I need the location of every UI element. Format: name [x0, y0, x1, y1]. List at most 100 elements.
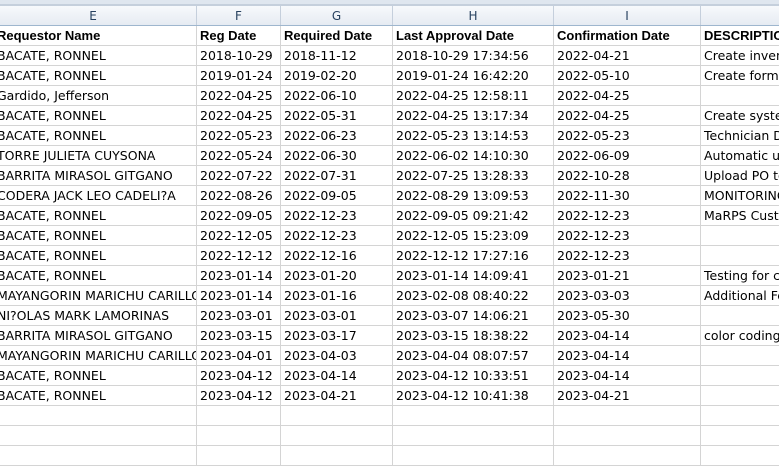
confirmation-date-cell[interactable]: 2022-06-09: [554, 146, 701, 166]
required-date-cell[interactable]: [281, 426, 393, 446]
description-cell[interactable]: Upload PO to: [701, 166, 779, 186]
header-description[interactable]: DESCRIPTION: [701, 26, 779, 46]
requestor-name-cell[interactable]: BACATE, RONNEL: [0, 366, 197, 386]
confirmation-date-cell[interactable]: 2023-01-21: [554, 266, 701, 286]
description-cell[interactable]: [701, 386, 779, 406]
confirmation-date-cell[interactable]: [554, 426, 701, 446]
required-date-cell[interactable]: 2022-09-05: [281, 186, 393, 206]
description-cell[interactable]: Automatic u: [701, 146, 779, 166]
description-cell[interactable]: [701, 406, 779, 426]
column-header-e[interactable]: E: [0, 6, 197, 25]
reg-date-cell[interactable]: 2022-04-25: [197, 106, 281, 126]
last-approval-date-cell[interactable]: 2018-10-29 17:34:56: [393, 46, 554, 66]
required-date-cell[interactable]: 2022-05-31: [281, 106, 393, 126]
column-header-i[interactable]: I: [554, 6, 701, 25]
reg-date-cell[interactable]: 2022-07-22: [197, 166, 281, 186]
required-date-cell[interactable]: 2018-11-12: [281, 46, 393, 66]
last-approval-date-cell[interactable]: 2022-07-25 13:28:33: [393, 166, 554, 186]
last-approval-date-cell[interactable]: 2023-02-08 08:40:22: [393, 286, 554, 306]
description-cell[interactable]: Create inventory: [701, 46, 779, 66]
confirmation-date-cell[interactable]: 2023-04-14: [554, 366, 701, 386]
column-header-f[interactable]: F: [197, 6, 281, 25]
description-cell[interactable]: color coding: [701, 326, 779, 346]
description-cell[interactable]: Additional Fe: [701, 286, 779, 306]
requestor-name-cell[interactable]: [0, 446, 197, 466]
required-date-cell[interactable]: [281, 446, 393, 466]
description-cell[interactable]: [701, 366, 779, 386]
last-approval-date-cell[interactable]: 2022-04-25 13:17:34: [393, 106, 554, 126]
reg-date-cell[interactable]: 2023-04-12: [197, 366, 281, 386]
reg-date-cell[interactable]: 2022-05-24: [197, 146, 281, 166]
requestor-name-cell[interactable]: MAYANGORIN MARICHU CARILLO: [0, 346, 197, 366]
required-date-cell[interactable]: 2022-06-30: [281, 146, 393, 166]
required-date-cell[interactable]: 2023-03-01: [281, 306, 393, 326]
reg-date-cell[interactable]: 2022-12-05: [197, 226, 281, 246]
last-approval-date-cell[interactable]: [393, 446, 554, 466]
requestor-name-cell[interactable]: BACATE, RONNEL: [0, 126, 197, 146]
confirmation-date-cell[interactable]: 2023-04-21: [554, 386, 701, 406]
description-cell[interactable]: [701, 346, 779, 366]
reg-date-cell[interactable]: 2022-05-23: [197, 126, 281, 146]
requestor-name-cell[interactable]: BARRITA MIRASOL GITGANO: [0, 326, 197, 346]
last-approval-date-cell[interactable]: 2023-04-12 10:41:38: [393, 386, 554, 406]
reg-date-cell[interactable]: 2023-04-01: [197, 346, 281, 366]
header-requestor-name[interactable]: Requestor Name: [0, 26, 197, 46]
reg-date-cell[interactable]: 2022-08-26: [197, 186, 281, 206]
reg-date-cell[interactable]: 2023-01-14: [197, 266, 281, 286]
requestor-name-cell[interactable]: BACATE, RONNEL: [0, 386, 197, 406]
column-header-g[interactable]: G: [281, 6, 393, 25]
required-date-cell[interactable]: 2022-12-23: [281, 206, 393, 226]
last-approval-date-cell[interactable]: 2022-05-23 13:14:53: [393, 126, 554, 146]
confirmation-date-cell[interactable]: [554, 406, 701, 426]
requestor-name-cell[interactable]: NI?OLAS MARK LAMORINAS: [0, 306, 197, 326]
required-date-cell[interactable]: 2023-04-14: [281, 366, 393, 386]
reg-date-cell[interactable]: 2023-01-14: [197, 286, 281, 306]
reg-date-cell[interactable]: 2022-09-05: [197, 206, 281, 226]
last-approval-date-cell[interactable]: 2022-08-29 13:09:53: [393, 186, 554, 206]
requestor-name-cell[interactable]: BACATE, RONNEL: [0, 206, 197, 226]
required-date-cell[interactable]: 2023-01-16: [281, 286, 393, 306]
reg-date-cell[interactable]: 2022-12-12: [197, 246, 281, 266]
last-approval-date-cell[interactable]: [393, 406, 554, 426]
confirmation-date-cell[interactable]: 2022-12-23: [554, 226, 701, 246]
confirmation-date-cell[interactable]: 2023-04-14: [554, 326, 701, 346]
requestor-name-cell[interactable]: [0, 406, 197, 426]
reg-date-cell[interactable]: 2023-03-15: [197, 326, 281, 346]
required-date-cell[interactable]: 2023-03-17: [281, 326, 393, 346]
reg-date-cell[interactable]: 2023-03-01: [197, 306, 281, 326]
requestor-name-cell[interactable]: BACATE, RONNEL: [0, 46, 197, 66]
description-cell[interactable]: MaRPS Custo: [701, 206, 779, 226]
reg-date-cell[interactable]: 2023-04-12: [197, 386, 281, 406]
required-date-cell[interactable]: 2022-06-23: [281, 126, 393, 146]
last-approval-date-cell[interactable]: 2023-04-12 10:33:51: [393, 366, 554, 386]
requestor-name-cell[interactable]: BARRITA MIRASOL GITGANO: [0, 166, 197, 186]
required-date-cell[interactable]: 2022-06-10: [281, 86, 393, 106]
header-last-approval-date[interactable]: Last Approval Date: [393, 26, 554, 46]
reg-date-cell[interactable]: [197, 406, 281, 426]
description-cell[interactable]: Create system: [701, 106, 779, 126]
reg-date-cell[interactable]: [197, 426, 281, 446]
description-cell[interactable]: [701, 446, 779, 466]
description-cell[interactable]: Technician D: [701, 126, 779, 146]
description-cell[interactable]: [701, 226, 779, 246]
requestor-name-cell[interactable]: [0, 426, 197, 446]
column-header-j[interactable]: [701, 6, 779, 25]
requestor-name-cell[interactable]: BACATE, RONNEL: [0, 106, 197, 126]
requestor-name-cell[interactable]: BACATE, RONNEL: [0, 66, 197, 86]
last-approval-date-cell[interactable]: 2019-01-24 16:42:20: [393, 66, 554, 86]
confirmation-date-cell[interactable]: 2022-04-25: [554, 86, 701, 106]
description-cell[interactable]: [701, 426, 779, 446]
confirmation-date-cell[interactable]: 2022-05-23: [554, 126, 701, 146]
required-date-cell[interactable]: 2023-04-21: [281, 386, 393, 406]
confirmation-date-cell[interactable]: 2022-11-30: [554, 186, 701, 206]
confirmation-date-cell[interactable]: 2022-12-23: [554, 206, 701, 226]
required-date-cell[interactable]: 2019-02-20: [281, 66, 393, 86]
header-confirmation-date[interactable]: Confirmation Date: [554, 26, 701, 46]
reg-date-cell[interactable]: 2019-01-24: [197, 66, 281, 86]
required-date-cell[interactable]: 2022-12-23: [281, 226, 393, 246]
header-required-date[interactable]: Required Date: [281, 26, 393, 46]
description-cell[interactable]: Create form: [701, 66, 779, 86]
requestor-name-cell[interactable]: TORRE JULIETA CUYSONA: [0, 146, 197, 166]
last-approval-date-cell[interactable]: 2023-03-07 14:06:21: [393, 306, 554, 326]
confirmation-date-cell[interactable]: [554, 446, 701, 466]
